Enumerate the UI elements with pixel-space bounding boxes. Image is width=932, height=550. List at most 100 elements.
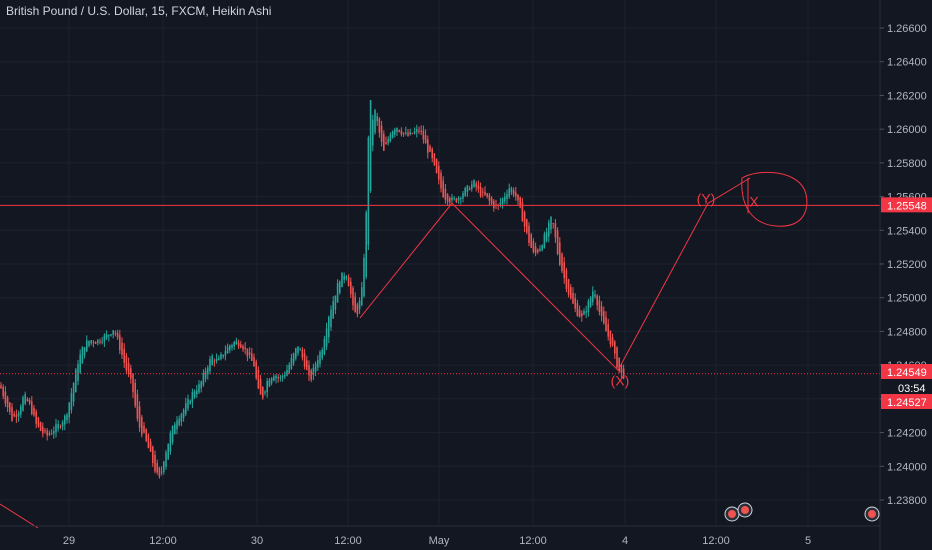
candle-body [616, 347, 618, 368]
candle-body [189, 400, 191, 404]
price-tag-label: 1.25548 [887, 200, 927, 212]
candle-body [413, 131, 416, 134]
candle-body [587, 301, 590, 312]
candle-body [380, 125, 383, 142]
candle-body [108, 334, 110, 337]
candle-body [147, 435, 150, 449]
candle-body [75, 369, 77, 393]
candle-body [589, 297, 592, 307]
price-tick-label: 1.26000 [887, 124, 927, 136]
price-tag-label: 1.24527 [887, 397, 927, 409]
price-tick-label: 1.26600 [887, 23, 927, 35]
candle-body [477, 185, 480, 189]
candle-body [130, 368, 132, 379]
trend-line [0, 503, 39, 529]
candle-body [125, 355, 128, 371]
candle-body [554, 223, 557, 238]
candle-body [314, 363, 317, 372]
price-tick-label: 1.25800 [887, 158, 927, 170]
time-tick-label: 12:00 [149, 535, 177, 547]
price-tag-box [881, 394, 932, 409]
candle-body [143, 425, 145, 433]
candle-body [167, 443, 169, 460]
price-tag-box [881, 380, 932, 395]
time-axis[interactable]: 29 12:00 30 12:00 May 12:00 4 12:00 5 [0, 525, 880, 547]
candle-body [103, 335, 106, 342]
candle-body [242, 346, 244, 350]
candle-body [277, 377, 279, 379]
time-tick-label: 5 [805, 535, 811, 547]
candle-body [275, 375, 277, 379]
price-tick-label: 1.26400 [887, 57, 927, 69]
candle-body [369, 99, 372, 192]
candle-body [402, 132, 405, 134]
candle-body [409, 131, 411, 135]
candle-body [570, 287, 572, 299]
candle-body [246, 348, 249, 357]
candle-body [578, 309, 581, 317]
flag-icon [868, 510, 876, 518]
candle-body [178, 418, 180, 425]
candle-body [235, 340, 238, 345]
candle-body [336, 283, 339, 303]
candle-body [429, 146, 431, 152]
candle-body [209, 359, 211, 372]
candle-body [123, 348, 125, 363]
candle-body [286, 369, 288, 376]
candle-body [620, 364, 623, 373]
candle-body [484, 191, 486, 195]
candle-body [552, 223, 554, 225]
candle-body [44, 430, 46, 432]
candle-body [13, 413, 15, 417]
candle-body [180, 414, 183, 422]
candle-body [319, 352, 321, 364]
candle-body [352, 287, 354, 306]
candle-body [574, 298, 576, 309]
candle-body [136, 394, 139, 419]
candle-body [26, 399, 29, 401]
candle-body [515, 192, 517, 197]
wave-drawings[interactable]: (Y) (X) X [0, 171, 880, 529]
candle-body [543, 234, 546, 248]
candle-body [565, 270, 568, 289]
candle-body [116, 332, 119, 338]
time-tick-label: 12:00 [519, 535, 547, 547]
candle-body [598, 300, 601, 313]
candle-body [22, 397, 24, 411]
event-icons[interactable] [724, 502, 880, 522]
candle-body [99, 341, 101, 343]
candle-body [83, 347, 86, 356]
candle-body [398, 129, 400, 132]
candle-body [119, 335, 121, 351]
candle-body [411, 133, 414, 135]
candle-body [332, 301, 334, 319]
candle-body [361, 287, 363, 306]
candle-body [416, 128, 418, 133]
candle-body [222, 354, 224, 357]
time-tick-label: 12:00 [702, 535, 730, 547]
candle-body [508, 188, 510, 197]
candle-body [149, 441, 152, 452]
candle-body [105, 334, 108, 339]
candle-body [94, 342, 97, 344]
candle-body [297, 346, 299, 354]
candle-body [270, 377, 273, 384]
candle-body [592, 291, 594, 302]
candle-body [290, 357, 293, 369]
candle-body [400, 130, 403, 135]
candle-body [394, 129, 396, 135]
candle-body [50, 433, 53, 435]
candle-body [202, 372, 205, 385]
candle-body [154, 454, 156, 472]
candle-body [328, 316, 330, 338]
candle-body [506, 194, 508, 199]
candle-body [145, 429, 147, 441]
candle-body [299, 349, 301, 351]
candle-body [385, 142, 387, 145]
candle-body [545, 232, 548, 241]
candle-body [519, 197, 521, 208]
candle-body [358, 300, 361, 310]
candle-body [92, 341, 95, 343]
candle-body [127, 362, 130, 374]
